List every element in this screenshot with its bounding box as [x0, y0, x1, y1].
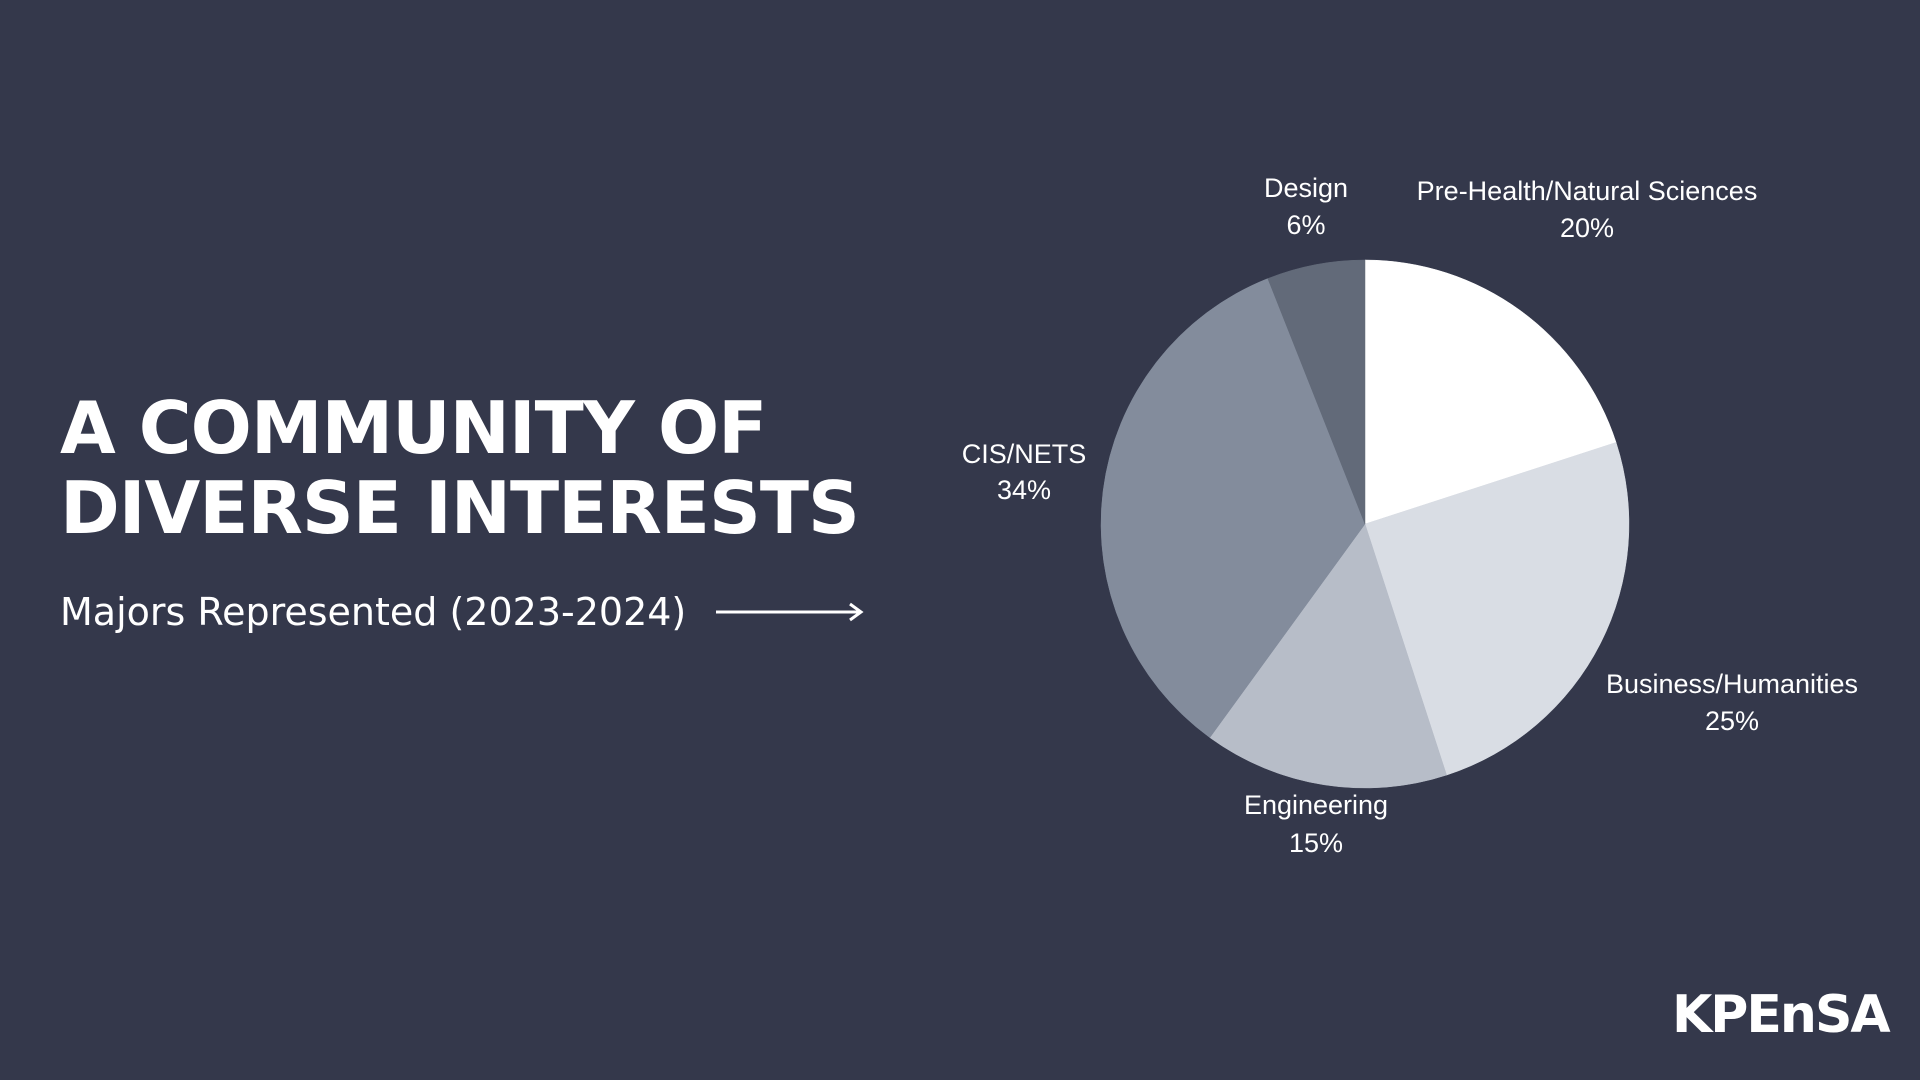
pie-slice-cis-nets	[1100, 278, 1366, 738]
slice-value-label-engineering: 15%	[1289, 828, 1343, 858]
slice-label-design: Design	[1264, 173, 1348, 203]
subtitle-row: Majors Represented (2023-2024)	[60, 587, 864, 637]
slide-subtitle: Majors Represented (2023-2024)	[60, 590, 687, 634]
title-line-1: A COMMUNITY OF	[60, 386, 767, 470]
slice-label-pre-health-natural-sciences: Pre-Health/Natural Sciences	[1417, 176, 1758, 206]
slice-label-business-humanities: Business/Humanities	[1606, 669, 1858, 699]
slide-title: A COMMUNITY OF DIVERSE INTERESTS	[60, 386, 860, 550]
pie-slice-design	[1267, 259, 1366, 525]
pie-slice-pre-health-natural-sciences	[1364, 259, 1617, 525]
slice-value-label-pre-health-natural-sciences: 20%	[1560, 213, 1614, 243]
title-line-2: DIVERSE INTERESTS	[60, 466, 860, 550]
slice-value-label-cis-nets: 34%	[997, 475, 1051, 505]
slice-value-label-business-humanities: 25%	[1705, 706, 1759, 736]
pie-labels: Pre-Health/Natural Sciences 20% Business/H…	[962, 173, 1858, 858]
pie-slice-engineering	[1209, 523, 1447, 789]
pie-slices	[1100, 259, 1630, 789]
slice-value-label-design: 6%	[1286, 210, 1325, 240]
kpensa-logo: KPEnSA	[1672, 985, 1891, 1045]
slice-label-cis-nets: CIS/NETS	[962, 439, 1087, 469]
slice-label-engineering: Engineering	[1244, 790, 1388, 820]
arrow-right-icon	[716, 602, 864, 622]
pie-slice-business-humanities	[1364, 442, 1630, 776]
